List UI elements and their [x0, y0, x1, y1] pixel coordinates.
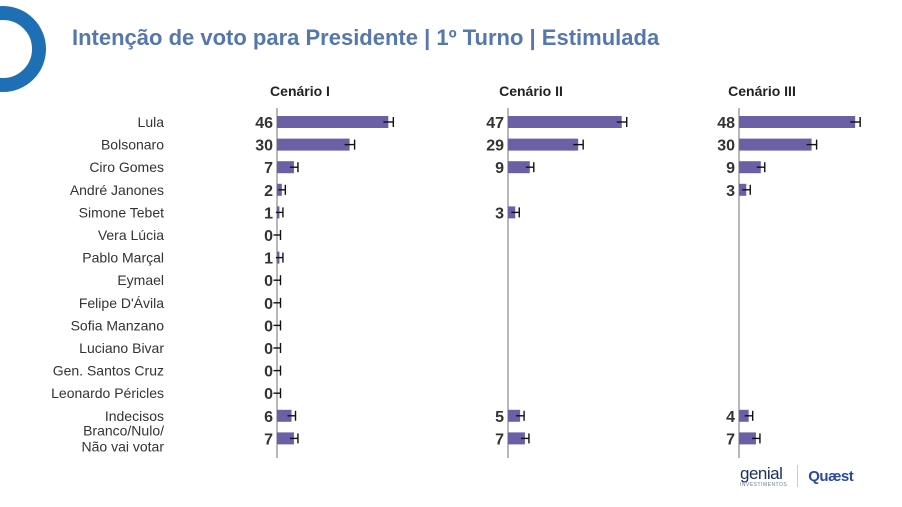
- category-label: Vera Lúcia: [98, 227, 164, 243]
- value-label: 7: [495, 431, 504, 448]
- value-label: 7: [726, 431, 735, 448]
- bar: [277, 409, 292, 422]
- value-label: 0: [264, 341, 273, 358]
- category-label: Lula: [138, 114, 165, 130]
- bar: [277, 161, 294, 174]
- value-label: 0: [264, 364, 273, 381]
- value-label: 9: [495, 160, 504, 177]
- value-label: 1: [264, 205, 273, 222]
- bar: [739, 409, 749, 422]
- value-label: 30: [717, 138, 735, 155]
- genial-logo-text: genial: [740, 464, 783, 483]
- scenario-title: Cenário III: [728, 83, 796, 99]
- bar: [508, 138, 579, 151]
- scenario-title: Cenário I: [270, 83, 330, 99]
- value-label: 6: [264, 409, 273, 426]
- scenario-title: Cenário II: [499, 83, 563, 99]
- value-label: 2: [264, 183, 273, 200]
- value-label: 46: [255, 115, 273, 132]
- category-label: Bolsonaro: [101, 137, 164, 153]
- category-label: Felipe D'Ávila: [79, 295, 164, 311]
- category-label: Indecisos: [105, 408, 164, 424]
- value-label: 0: [264, 296, 273, 313]
- category-label: Luciano Bivar: [79, 340, 164, 356]
- category-label: Leonardo Péricles: [51, 385, 164, 401]
- value-label: 29: [486, 138, 504, 155]
- category-label: Simone Tebet: [79, 204, 164, 220]
- page-title: Intenção de voto para Presidente | 1º Tu…: [72, 25, 660, 50]
- footer-logos: genial INVESTIMENTOS Quæst: [740, 463, 854, 489]
- value-label: 0: [264, 386, 273, 403]
- quaest-logo: Quæst: [808, 467, 854, 485]
- value-label: 0: [264, 318, 273, 335]
- genial-logo-subtext: INVESTIMENTOS: [740, 482, 788, 488]
- category-label: Pablo Marçal: [82, 250, 164, 266]
- value-label: 5: [495, 409, 504, 426]
- value-label: 3: [726, 183, 735, 200]
- bar: [508, 161, 530, 174]
- value-label: 30: [255, 138, 273, 155]
- category-label: Gen. Santos Cruz: [53, 363, 164, 379]
- value-label: 9: [726, 160, 735, 177]
- genial-logo: genial INVESTIMENTOS: [740, 464, 787, 488]
- value-label: 7: [264, 431, 273, 448]
- bar: [508, 409, 521, 422]
- bar: [277, 138, 350, 151]
- bar: [739, 161, 761, 174]
- bar: [739, 116, 856, 128]
- category-label: Eymael: [117, 272, 164, 288]
- bar: [508, 432, 525, 445]
- bar: [277, 116, 389, 128]
- bar: [277, 432, 294, 445]
- category-label: Sofia Manzano: [71, 317, 165, 333]
- logo-divider: [797, 465, 799, 487]
- category-label: André Janones: [70, 182, 164, 198]
- category-label: Branco/Nulo/Não vai votar: [82, 422, 165, 454]
- bar: [508, 116, 622, 128]
- category-label: Ciro Gomes: [89, 159, 164, 175]
- value-label: 48: [717, 115, 735, 132]
- bar: [739, 138, 812, 151]
- value-label: 7: [264, 160, 273, 177]
- value-label: 4: [726, 409, 735, 426]
- value-label: 0: [264, 228, 273, 245]
- value-label: 3: [495, 205, 504, 222]
- value-label: 47: [486, 115, 504, 132]
- bar: [739, 432, 756, 445]
- value-label: 1: [264, 251, 273, 268]
- value-label: 0: [264, 273, 273, 290]
